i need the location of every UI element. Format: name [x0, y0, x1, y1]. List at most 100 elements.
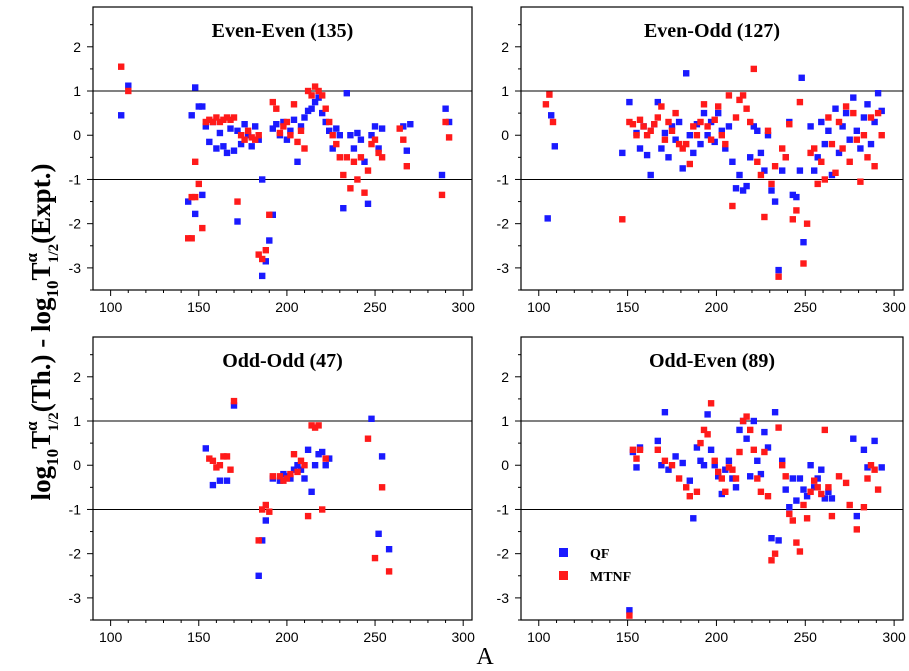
data-point-qf: [326, 127, 333, 134]
data-point-qf: [750, 417, 757, 425]
y-tick-label: 2: [501, 39, 509, 55]
data-point-qf: [700, 462, 708, 469]
data-point-qf: [718, 490, 725, 498]
data-point-qf: [775, 266, 782, 274]
data-point-mtnf: [686, 160, 693, 168]
data-point-qf: [227, 125, 234, 132]
data-point-mtnf: [750, 65, 757, 73]
data-point-mtnf: [779, 145, 786, 152]
y-tick-label: -3: [497, 590, 510, 606]
data-point-mtnf: [209, 118, 217, 126]
x-tick-label: 200: [705, 629, 729, 645]
data-point-mtnf: [853, 136, 860, 143]
data-point-qf: [626, 98, 633, 106]
x-tick-label: 300: [452, 299, 476, 315]
data-point-mtnf: [842, 103, 850, 110]
data-point-mtnf: [871, 163, 878, 170]
data-point-mtnf: [294, 138, 301, 146]
data-point-qf: [857, 145, 864, 152]
data-point-mtnf: [874, 486, 882, 493]
data-point-mtnf: [718, 475, 725, 482]
data-point-mtnf: [269, 473, 276, 480]
data-point-mtnf: [693, 132, 701, 139]
data-point-qf: [825, 127, 832, 134]
data-point-mtnf: [188, 193, 195, 201]
panel-1: 100 150 200 250 300 -3 -2 -1 0 1 2 Even-Even (135): [69, 6, 476, 315]
data-point-qf: [718, 127, 725, 134]
data-point-qf: [757, 470, 765, 478]
series-mtnf: [542, 65, 885, 280]
y-axis-label-text: log10Tα 1/2(Th.) - log10Tα 1/2(Expt.): [22, 164, 62, 501]
data-point-qf: [878, 107, 885, 115]
data-point-mtnf: [871, 466, 878, 473]
data-point-qf: [259, 537, 266, 544]
data-point-mtnf: [287, 470, 294, 478]
data-point-mtnf: [213, 114, 220, 121]
data-point-qf: [786, 504, 793, 511]
data-point-mtnf: [825, 484, 832, 491]
data-point-qf: [301, 475, 308, 482]
data-point-mtnf: [403, 163, 410, 170]
data-point-mtnf: [683, 484, 690, 491]
data-point-qf: [192, 210, 199, 218]
data-point-mtnf: [771, 163, 779, 170]
data-point-qf: [704, 132, 711, 139]
data-point-qf: [672, 453, 679, 460]
data-point-qf: [835, 149, 843, 157]
data-point-qf: [343, 90, 350, 97]
data-point-qf: [350, 145, 358, 152]
data-point-qf: [750, 123, 757, 130]
x-tick-label: 100: [99, 299, 123, 315]
data-point-mtnf: [237, 132, 245, 139]
data-point-qf: [304, 446, 312, 453]
data-point-qf: [704, 411, 711, 418]
data-point-mtnf: [704, 123, 711, 130]
data-point-mtnf: [739, 92, 747, 99]
data-point-qf: [821, 495, 828, 502]
data-point-qf: [364, 200, 372, 207]
data-point-qf: [319, 109, 326, 117]
data-point-qf: [255, 136, 262, 143]
y-tick-label: 0: [501, 457, 509, 473]
legend-label-qf: QF: [590, 547, 609, 562]
data-point-mtnf: [825, 114, 832, 121]
data-point-mtnf: [333, 140, 340, 148]
data-point-mtnf: [661, 136, 669, 143]
data-point-qf: [259, 272, 266, 280]
data-point-qf: [280, 118, 287, 126]
data-point-mtnf: [297, 457, 305, 464]
data-point-mtnf: [842, 479, 850, 487]
data-point-qf: [871, 118, 878, 126]
data-point-qf: [290, 466, 298, 473]
data-point-qf: [202, 445, 209, 452]
data-point-qf: [743, 182, 750, 190]
data-point-qf: [368, 132, 375, 139]
data-point-qf: [747, 473, 754, 480]
data-point-qf: [195, 103, 202, 110]
data-point-mtnf: [814, 180, 821, 188]
data-point-mtnf: [874, 109, 882, 117]
data-point-mtnf: [814, 484, 821, 491]
data-point-mtnf: [347, 185, 354, 192]
data-point-qf: [322, 462, 329, 469]
y-axis-label: log10Tα 1/2(Th.) - log10Tα 1/2(Expt.): [22, 164, 62, 501]
data-point-mtnf: [732, 475, 740, 482]
legend-swatch-qf: [559, 548, 568, 557]
data-point-mtnf: [821, 176, 828, 183]
data-point-mtnf: [743, 413, 750, 420]
y-tick-label: -2: [497, 216, 510, 232]
data-point-mtnf: [828, 512, 836, 520]
data-point-mtnf: [290, 451, 298, 458]
data-point-qf: [315, 94, 322, 101]
data-point-mtnf: [768, 557, 775, 564]
data-point-mtnf: [878, 132, 885, 139]
data-point-qf: [743, 435, 750, 442]
y-tick-label: -1: [497, 501, 510, 517]
data-point-mtnf: [308, 92, 315, 99]
data-point-mtnf: [248, 134, 255, 141]
data-point-mtnf: [636, 446, 644, 453]
data-point-mtnf: [722, 488, 729, 495]
data-point-mtnf: [757, 488, 765, 495]
data-point-mtnf: [223, 453, 231, 460]
data-point-qf: [333, 125, 340, 132]
